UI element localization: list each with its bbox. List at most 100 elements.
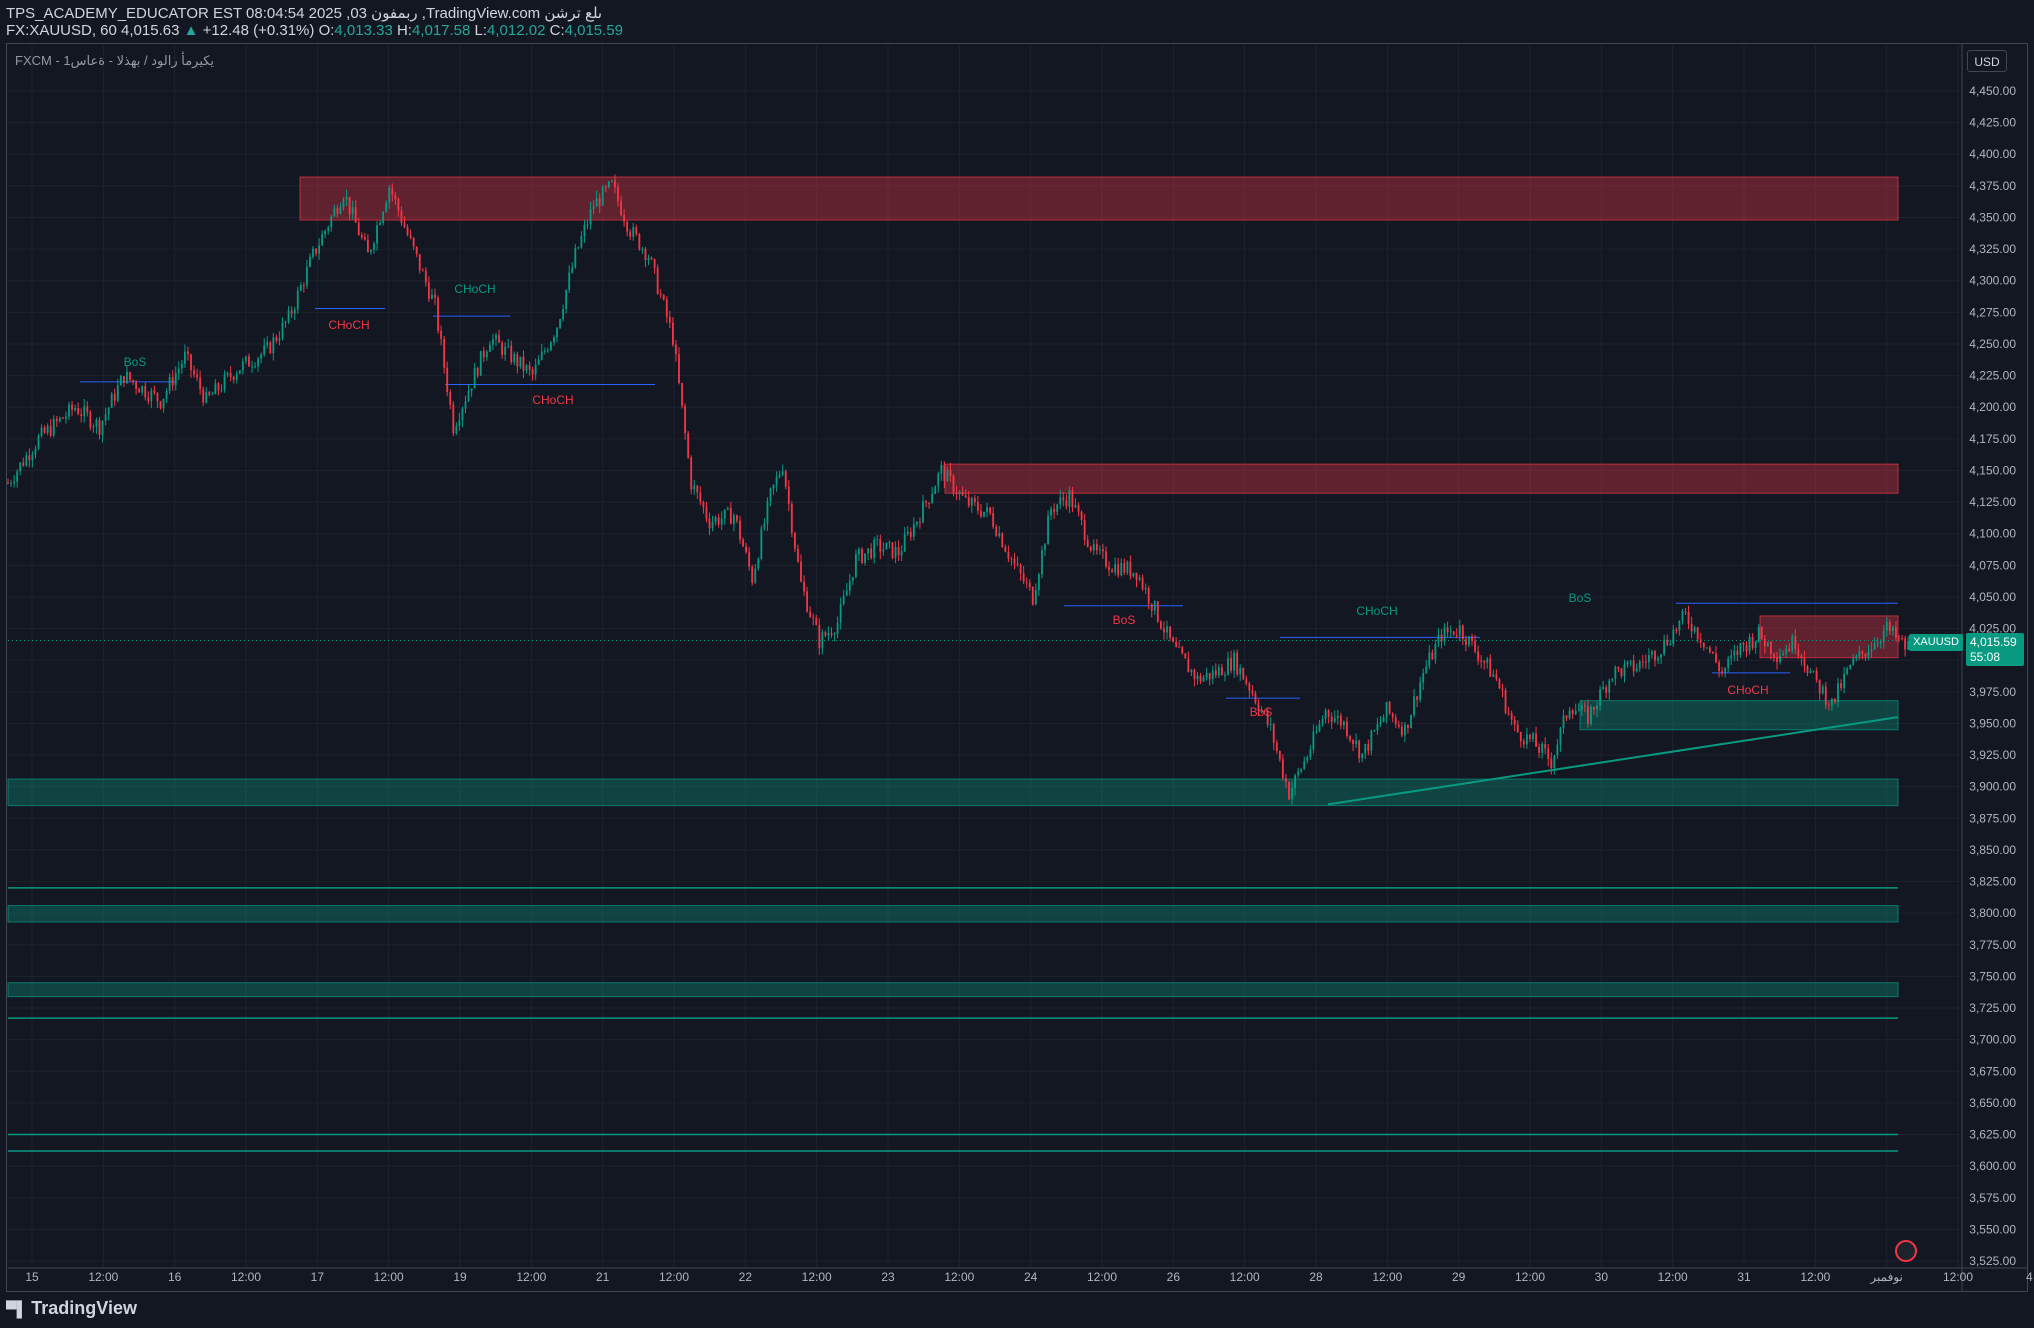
candle-body (1257, 703, 1260, 712)
candle-body (1349, 735, 1351, 740)
candle-body (540, 351, 543, 360)
candle-body (1830, 698, 1833, 706)
candle-body (1102, 549, 1104, 552)
candle-body (464, 401, 467, 409)
candle-body (418, 254, 421, 271)
candle-body (141, 386, 144, 393)
us-flag-icon[interactable] (1895, 1240, 1917, 1262)
chart-zones (7, 176, 1899, 1152)
candle-body (1153, 601, 1156, 611)
supply-zone (1759, 615, 1899, 659)
candle-body (248, 356, 250, 367)
candle-body (1431, 652, 1434, 660)
candle-body (1037, 574, 1040, 591)
candle-body (519, 356, 522, 367)
candle-body (1602, 687, 1605, 690)
trend-line (1327, 716, 1899, 806)
candle-body (156, 392, 159, 402)
candle-body (1056, 504, 1059, 512)
candle-body (1769, 642, 1772, 655)
candle-body (751, 566, 754, 583)
candle-body (818, 625, 821, 649)
candle-body (1687, 612, 1690, 624)
candle-body (1428, 652, 1431, 667)
candle-body (1693, 627, 1696, 632)
candle-body (220, 389, 223, 391)
candle-body (1178, 646, 1181, 648)
candle-body (687, 433, 690, 458)
candle-body (1629, 660, 1632, 662)
candle-body (1394, 717, 1397, 725)
candle-body (1147, 588, 1150, 604)
candle-body (772, 484, 775, 489)
candle-body (427, 282, 430, 299)
candle-body (1239, 667, 1242, 675)
candle-body (330, 216, 333, 228)
candle-body (171, 377, 174, 386)
price-tick-label: 4,175.00 (1969, 432, 2016, 446)
candle-body (1098, 549, 1101, 551)
candle-body (1169, 626, 1171, 638)
candle-body (888, 542, 891, 544)
candle-body (1651, 651, 1653, 656)
candle-body (1193, 669, 1196, 680)
candle-body (495, 335, 497, 340)
candle-body (1757, 627, 1760, 642)
candle-body (668, 316, 671, 323)
up-arrow-icon: ▲ (183, 22, 199, 39)
price-tick-label: 3,550.00 (1969, 1222, 2016, 1236)
candle-body (1788, 648, 1791, 652)
candle-body (513, 354, 516, 363)
candle-body (254, 366, 256, 368)
candle-body (647, 257, 650, 261)
candle-body (1022, 573, 1025, 582)
price-tick-label: 3,650.00 (1969, 1096, 2016, 1110)
candle-body (1504, 690, 1507, 713)
candle-body (1498, 679, 1501, 689)
candle-body (1495, 674, 1498, 680)
candle-body (55, 418, 58, 422)
candle-body (1870, 649, 1873, 652)
candle-body (571, 267, 574, 273)
price-tick-label: 3,825.00 (1969, 875, 2016, 889)
candle-body (1678, 620, 1681, 631)
currency-button[interactable]: USD (1967, 50, 2007, 72)
candle-body (961, 491, 964, 496)
candle-body (260, 354, 263, 359)
candle-body (1834, 698, 1836, 702)
candle-body (1818, 679, 1821, 694)
candle-body (717, 517, 720, 525)
candle-body (1108, 566, 1110, 571)
candle-body (86, 406, 89, 413)
candle-body (1355, 740, 1358, 745)
candle-body (305, 266, 308, 286)
time-tick-label: 22 (739, 1270, 753, 1284)
candle-body (101, 420, 104, 435)
candle-body (702, 501, 705, 508)
candle-body (1468, 636, 1470, 646)
candle-body (1544, 743, 1547, 749)
candle-body (1733, 650, 1736, 656)
candle-body (1156, 601, 1159, 622)
candle-body (1086, 539, 1089, 547)
candle-body (1449, 631, 1452, 633)
candle-body (537, 359, 540, 365)
candle-body (915, 521, 918, 525)
candle-body (1705, 647, 1708, 649)
tradingview-logo[interactable]: ▀▌ TradingView (6, 1298, 137, 1319)
candle-body (498, 335, 500, 343)
candle-body (821, 632, 824, 649)
candle-body (986, 507, 988, 512)
candle-body (1855, 656, 1858, 659)
candle-body (1696, 627, 1699, 640)
candle-body (165, 390, 168, 399)
candle-body (882, 549, 885, 552)
candle-body (1068, 490, 1071, 507)
candle-body (1425, 666, 1428, 673)
candle-body (1684, 611, 1687, 613)
candle-body (144, 386, 147, 398)
candle-body (1095, 544, 1098, 551)
candle-body (867, 548, 870, 554)
candle-body (919, 521, 921, 523)
